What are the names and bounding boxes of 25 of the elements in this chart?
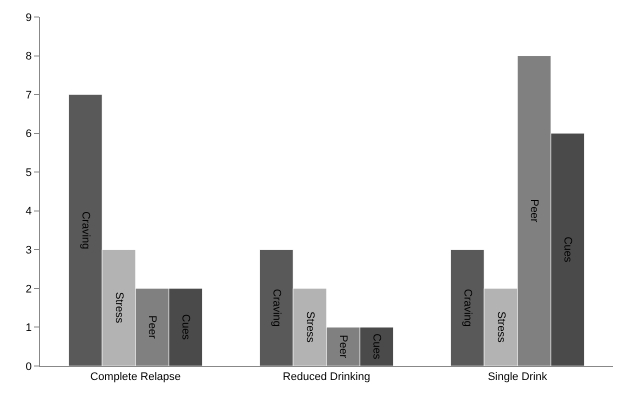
- text: Craving: [461, 288, 474, 327]
- y-tick-label: 5: [26, 166, 32, 179]
- series-label: Craving: [270, 288, 282, 327]
- y-tick-label: 6: [26, 128, 32, 140]
- text: Stress: [112, 292, 125, 324]
- x-tick-label: Complete Relapse: [90, 371, 181, 384]
- text: Stress: [494, 311, 507, 343]
- y-tick-label: 1: [26, 322, 32, 334]
- y-tick-label: 0: [26, 360, 32, 373]
- text: Peer: [528, 199, 540, 222]
- y-tick-label: 2: [26, 283, 32, 296]
- text: Craving: [79, 211, 92, 250]
- text: Cues: [562, 236, 574, 262]
- y-tick-label: 3: [26, 244, 32, 257]
- x-tick-label: Single Drink: [488, 371, 548, 384]
- y-tick-label: 9: [26, 12, 32, 24]
- series-label: Cues: [370, 334, 383, 360]
- x-tick-label: Reduced Drinking: [282, 371, 370, 384]
- text: Peer: [146, 315, 158, 339]
- series-label: Stress: [304, 311, 316, 344]
- series-label: Peer: [337, 334, 350, 358]
- y-tick-label: 8: [26, 50, 32, 63]
- text: Cues: [180, 314, 192, 340]
- y-tick-label: 7: [26, 89, 32, 102]
- y-tick-label: 4: [26, 206, 32, 218]
